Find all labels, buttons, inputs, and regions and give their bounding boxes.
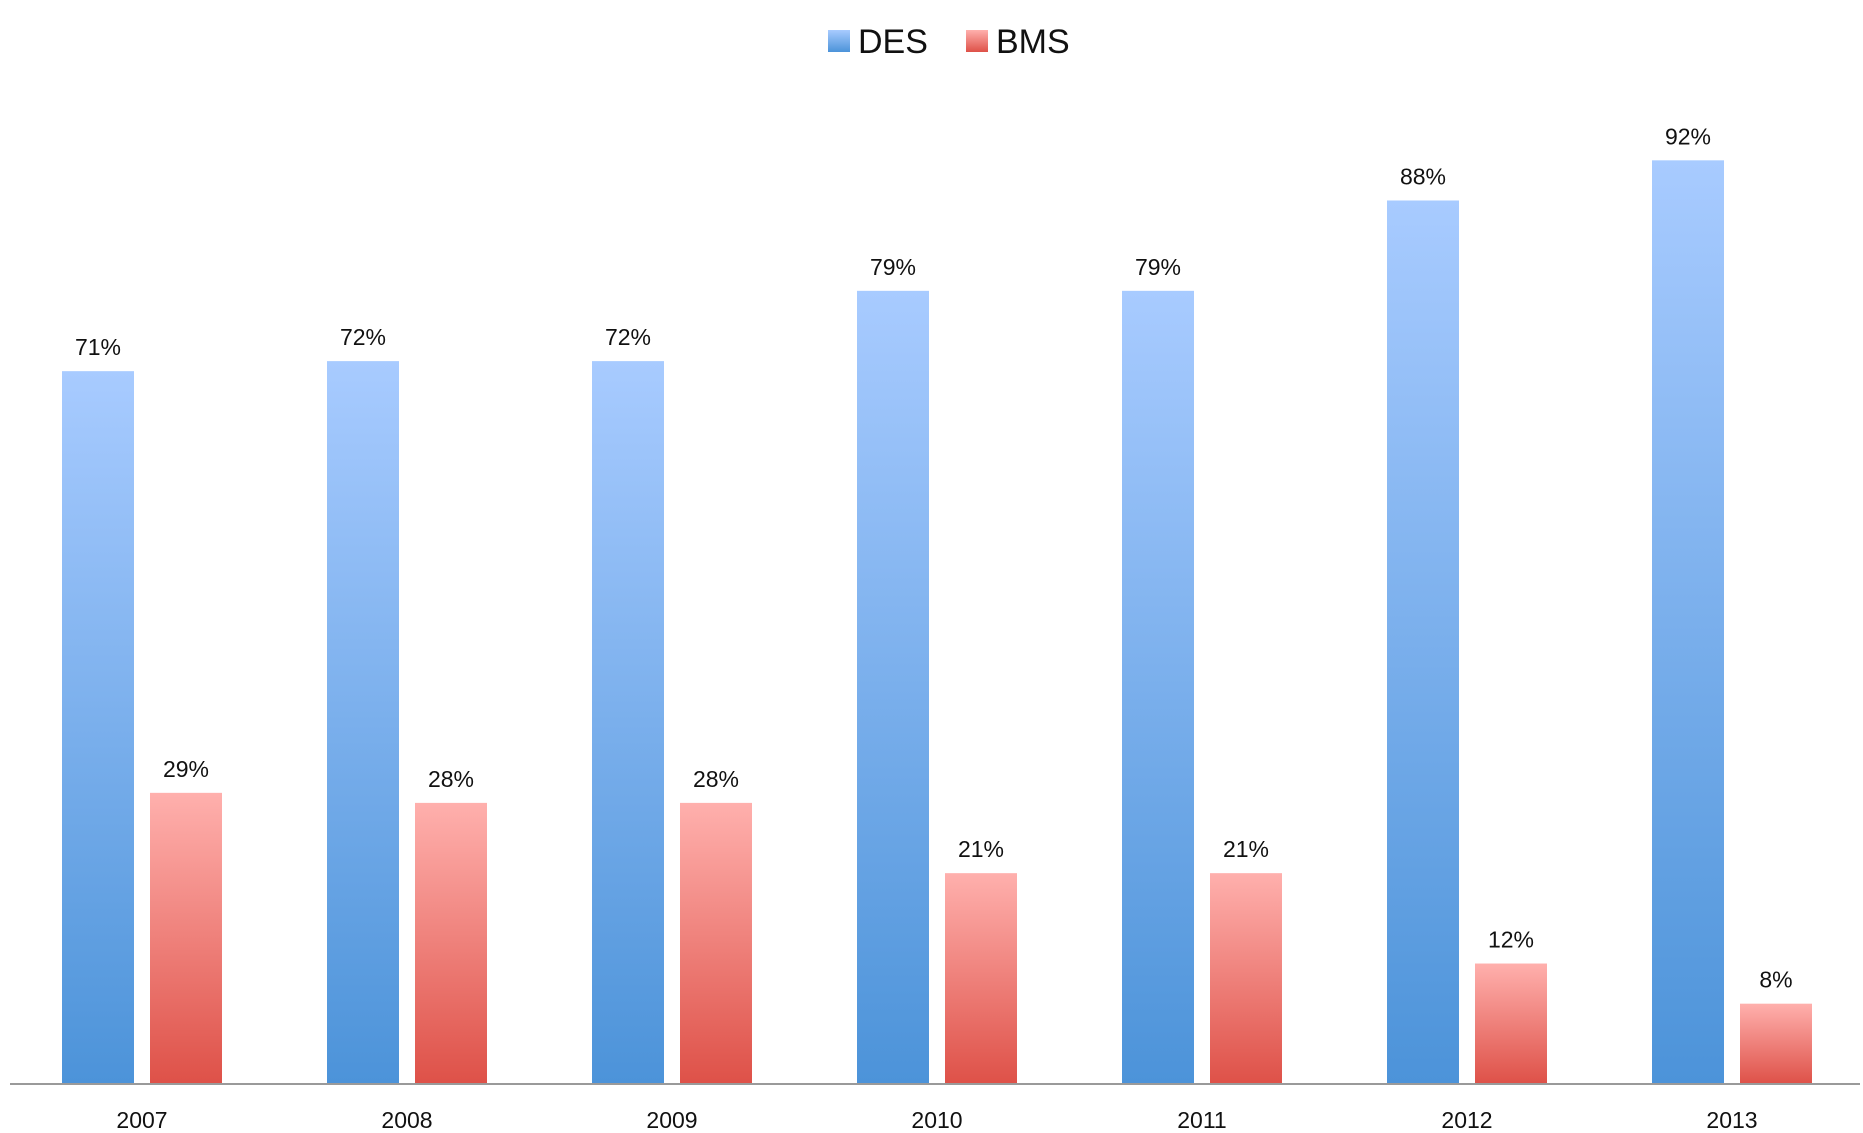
data-label-des-2013: 92% xyxy=(1665,123,1711,149)
bar-bms-2008 xyxy=(415,802,487,1084)
data-label-bms-2013: 8% xyxy=(1759,967,1792,993)
bar-des-2009 xyxy=(592,361,664,1084)
legend-label-des: DES xyxy=(858,23,928,61)
data-label-des-2007: 71% xyxy=(75,334,121,360)
bar-des-2011 xyxy=(1122,290,1194,1085)
x-tick-label-2007: 2007 xyxy=(116,1107,167,1133)
bar-bms-2011 xyxy=(1210,873,1282,1084)
data-label-des-2008: 72% xyxy=(340,324,386,350)
x-tick-label-2009: 2009 xyxy=(646,1107,697,1133)
data-label-bms-2009: 28% xyxy=(693,766,739,792)
bar-bms-2010 xyxy=(945,873,1017,1084)
legend-swatch-des xyxy=(828,30,850,52)
bar-bms-2009 xyxy=(680,802,752,1084)
bar-des-2010 xyxy=(857,290,929,1085)
bar-bms-2007 xyxy=(150,792,222,1084)
data-label-bms-2010: 21% xyxy=(958,836,1004,862)
bar-des-2007 xyxy=(62,371,134,1084)
data-label-des-2009: 72% xyxy=(605,324,651,350)
bar-bms-2013 xyxy=(1740,1003,1812,1084)
bar-des-2012 xyxy=(1387,200,1459,1085)
bar-bms-2012 xyxy=(1475,963,1547,1084)
data-label-bms-2011: 21% xyxy=(1223,836,1269,862)
x-tick-label-2010: 2010 xyxy=(911,1107,962,1133)
data-label-bms-2007: 29% xyxy=(163,756,209,782)
legend-swatch-bms xyxy=(966,30,988,52)
bar-des-2013 xyxy=(1652,160,1724,1084)
x-tick-label-2013: 2013 xyxy=(1706,1107,1757,1133)
legend: DES BMS xyxy=(828,23,1070,61)
x-tick-label-2011: 2011 xyxy=(1177,1107,1226,1133)
x-axis-ticks: 2007 2008 2009 2010 2011 2012 2013 xyxy=(116,1107,1757,1133)
x-tick-label-2008: 2008 xyxy=(381,1107,432,1133)
data-label-des-2010: 79% xyxy=(870,254,916,280)
legend-label-bms: BMS xyxy=(996,23,1070,61)
x-tick-label-2012: 2012 xyxy=(1441,1107,1492,1133)
bar-des-2008 xyxy=(327,361,399,1084)
data-label-bms-2012: 12% xyxy=(1488,927,1534,953)
bars-group xyxy=(62,160,1812,1085)
data-labels-group: 71% 29% 72% 28% 72% 28% 79% 21% 79% 21% 88% 12% 92% 8… xyxy=(75,123,1793,992)
data-label-bms-2008: 28% xyxy=(428,766,474,792)
data-label-des-2012: 88% xyxy=(1400,163,1446,189)
data-label-des-2011: 79% xyxy=(1135,254,1181,280)
